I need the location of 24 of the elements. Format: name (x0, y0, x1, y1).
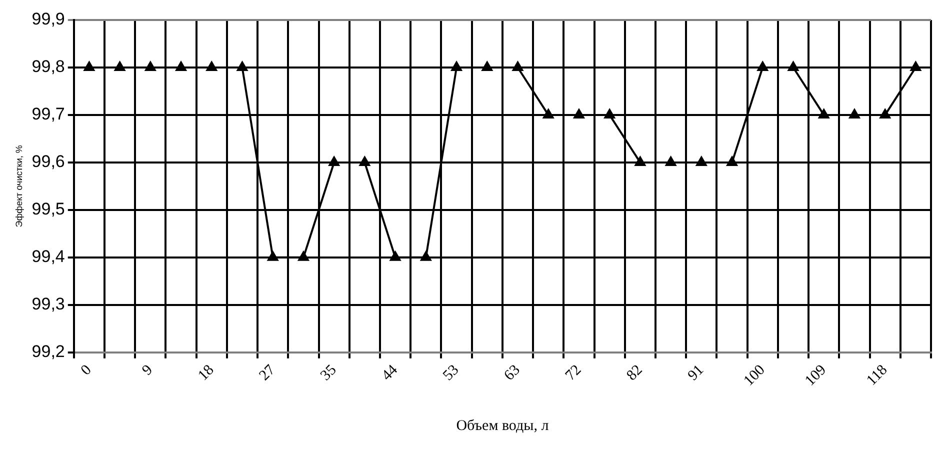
y-tick-label: 99,6 (32, 152, 65, 172)
x-tick-label: 100 (741, 362, 768, 390)
x-tick-label: 53 (440, 362, 462, 384)
x-tick-label: 9 (139, 362, 156, 379)
x-tick-label: 109 (802, 362, 830, 390)
y-tick-label: 99,4 (32, 247, 65, 266)
y-tick-label: 99,8 (32, 57, 65, 76)
y-tick-label: 99,2 (32, 342, 65, 362)
x-tick-label: 18 (195, 362, 218, 384)
x-tick-label: 44 (378, 362, 402, 384)
x-tick-label: 27 (256, 362, 279, 384)
x-tick-label: 91 (685, 362, 708, 384)
x-tick-label: 63 (501, 362, 524, 384)
x-tick-label: 0 (78, 362, 95, 379)
x-tick-label: 82 (624, 362, 646, 384)
y-tick-label: 99,3 (32, 294, 65, 314)
x-axis-title: Объем воды, л (456, 418, 550, 434)
x-tick-label: 118 (864, 362, 891, 389)
y-tick-label: 99,5 (32, 200, 65, 219)
y-axis-title: Эффект очистки, % (14, 145, 24, 228)
y-tick-label: 99,7 (32, 104, 65, 124)
y-tick-label: 99,9 (32, 10, 65, 29)
x-tick-label: 72 (562, 362, 585, 384)
x-tick-label: 35 (318, 362, 340, 384)
